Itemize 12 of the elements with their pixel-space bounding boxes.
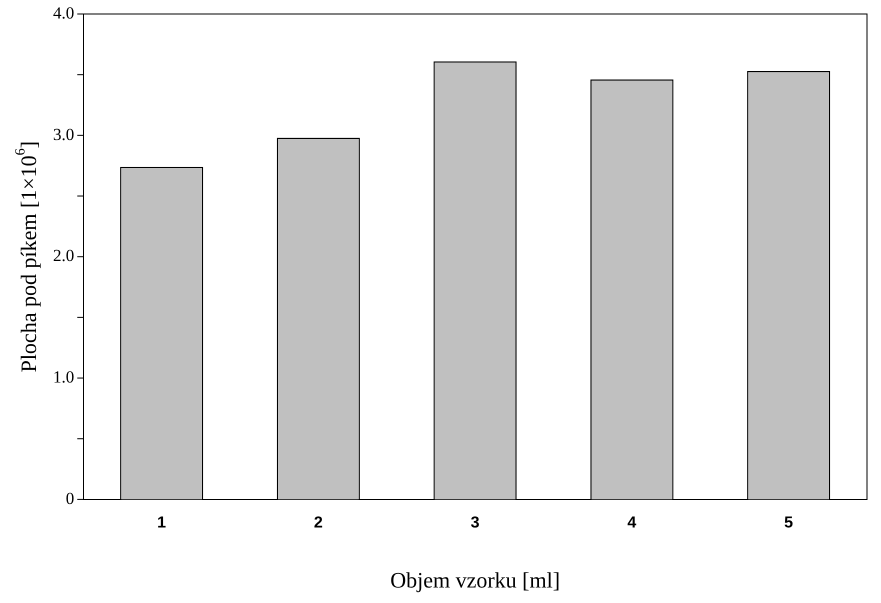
y-tick-label: 0 — [66, 488, 74, 508]
x-axis-title: Objem vzorku [ml] — [390, 568, 560, 593]
x-tick-label: 1 — [157, 514, 166, 532]
y-tick-label: 4.0 — [53, 3, 74, 22]
y-tick-label: 3.0 — [53, 124, 74, 144]
x-tick-label: 3 — [470, 514, 480, 532]
y-tick-label: 2.0 — [53, 246, 74, 266]
x-tick-label: 5 — [784, 514, 794, 532]
y-tick-label: 1.0 — [53, 368, 74, 387]
x-tick-label: 4 — [627, 514, 636, 532]
x-tick-label: 2 — [314, 514, 323, 532]
y-axis-title: Plocha pod píkem [1×106] — [14, 140, 41, 372]
